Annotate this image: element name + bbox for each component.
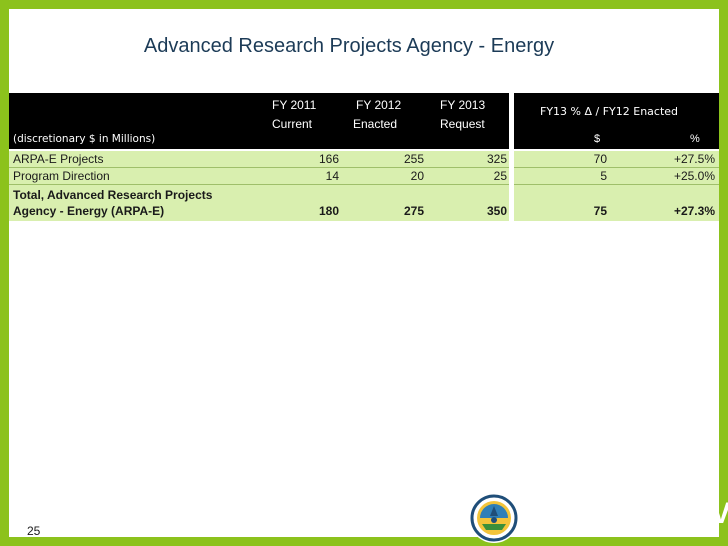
- row-fy2012: 255: [403, 152, 424, 166]
- row-divider: [9, 167, 509, 168]
- row-fy2011: 166: [318, 152, 339, 166]
- row-divider: [514, 167, 719, 168]
- slide-title: Advanced Research Projects Agency - Ener…: [143, 35, 555, 57]
- delta-header: [514, 93, 719, 149]
- row-label: ARPA-E Projects: [13, 152, 104, 166]
- col-fy2013-line2: Request: [440, 117, 485, 131]
- row-divider: [9, 184, 509, 185]
- doe-seal-icon: [469, 493, 519, 543]
- row-divider: [514, 184, 719, 185]
- table-row: Program Direction 14 20 25: [9, 168, 509, 184]
- col-fy2011-line1: FY 2011: [272, 98, 317, 112]
- col-fy2013-line1: FY 2013: [440, 98, 486, 112]
- row-label: Program Direction: [13, 169, 110, 183]
- col-fy2012-line1: FY 2012: [356, 98, 402, 112]
- col-fy2012-line2: Enacted: [353, 117, 398, 131]
- row-fy2013: 25: [493, 169, 507, 183]
- total-fy2012: 275: [403, 204, 424, 218]
- units-label: (discretionary $ in Millions): [13, 133, 156, 145]
- table-row: ARPA-E Projects 166 255 325: [9, 151, 509, 167]
- delta-row: 5 +25.0%: [514, 168, 719, 184]
- row-delta-dollars: 70: [593, 152, 607, 166]
- total-label-line2: Agency - Energy (ARPA-E): [13, 204, 165, 218]
- total-delta-pct: +27.3%: [673, 204, 715, 218]
- delta-dollar-label: $: [594, 133, 601, 145]
- slide-canvas: [9, 9, 719, 537]
- delta-row: 70 +27.5%: [514, 151, 719, 167]
- row-fy2011: 14: [325, 169, 339, 183]
- total-delta-dollars: 75: [593, 204, 607, 218]
- energy-gov-logo: ENERGY.GOV: [537, 497, 728, 530]
- row-delta-pct: +25.0%: [673, 169, 715, 183]
- row-delta-dollars: 5: [600, 169, 607, 183]
- delta-pct-label: %: [690, 133, 700, 145]
- page-number: 25: [27, 524, 41, 538]
- delta-total-row: 75 +27.3%: [514, 185, 719, 221]
- table-total-row: Total, Advanced Research Projects Agency…: [9, 185, 509, 221]
- col-fy2011-line2: Current: [272, 117, 313, 131]
- total-label-line1: Total, Advanced Research Projects: [13, 188, 213, 202]
- table-header: [9, 93, 509, 149]
- delta-header-label: FY13 % Δ / FY12 Enacted: [540, 105, 679, 118]
- row-fy2013: 325: [486, 152, 507, 166]
- total-fy2013: 350: [486, 204, 507, 218]
- row-fy2012: 20: [410, 169, 424, 183]
- total-fy2011: 180: [318, 204, 339, 218]
- row-delta-pct: +27.5%: [673, 152, 715, 166]
